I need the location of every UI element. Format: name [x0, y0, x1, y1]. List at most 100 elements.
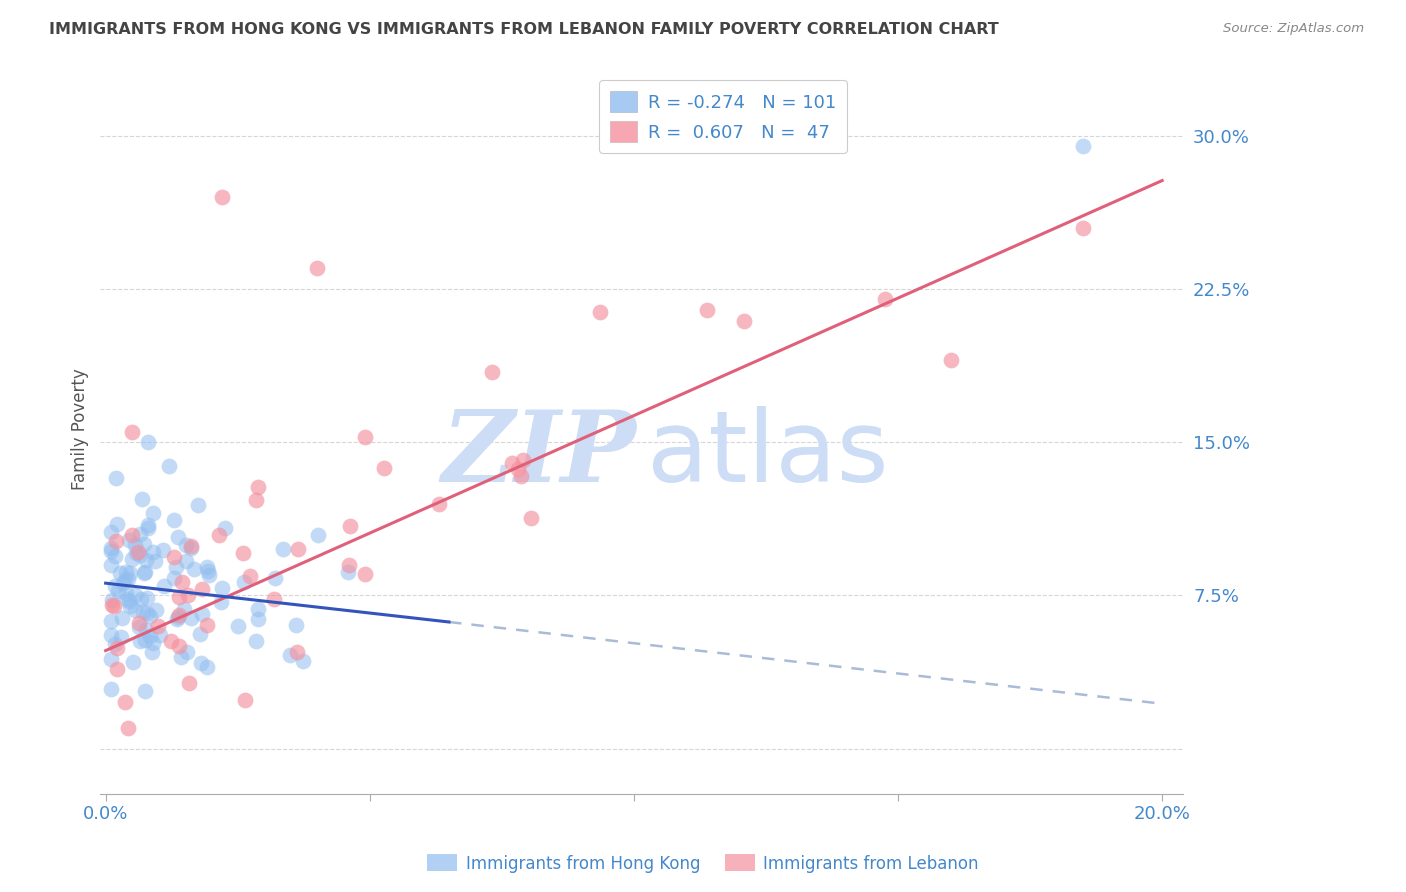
Point: [373, 460, 395, 475]
Point: [163, 571, 186, 585]
Point: [120, 599, 142, 613]
Point: [103, 549, 125, 564]
Point: [100, 558, 122, 572]
Point: [100, 682, 122, 697]
Point: [110, 631, 132, 645]
Point: [291, 654, 314, 668]
Point: [138, 517, 160, 532]
Point: [167, 610, 190, 624]
Point: [264, 571, 287, 585]
Point: [183, 562, 205, 576]
Point: [305, 261, 328, 276]
Point: [162, 513, 184, 527]
Point: [100, 614, 122, 628]
Point: [337, 558, 360, 572]
Point: [198, 568, 221, 582]
Point: [142, 636, 165, 650]
Point: [208, 527, 231, 541]
Point: [353, 430, 375, 444]
Point: [211, 581, 233, 595]
Point: [131, 491, 153, 506]
Point: [519, 511, 541, 525]
Point: [118, 593, 141, 607]
Point: [589, 305, 612, 319]
Point: [107, 584, 129, 599]
Point: [226, 619, 249, 633]
Point: [146, 619, 169, 633]
Point: [100, 541, 122, 555]
Point: [163, 549, 186, 564]
Point: [121, 425, 143, 439]
Point: [197, 564, 219, 578]
Point: [132, 536, 155, 550]
Point: [195, 617, 218, 632]
Point: [180, 541, 202, 555]
Point: [285, 644, 308, 658]
Point: [124, 538, 146, 552]
Point: [141, 506, 163, 520]
Point: [190, 582, 212, 597]
Point: [125, 546, 148, 560]
Point: [136, 521, 159, 535]
Point: [427, 497, 450, 511]
Point: [124, 588, 146, 602]
Point: [307, 527, 329, 541]
Point: [190, 657, 212, 671]
Point: [246, 602, 269, 616]
Point: [135, 606, 157, 620]
Point: [100, 544, 122, 558]
Point: [128, 526, 150, 541]
Point: [177, 676, 200, 690]
Legend: R = -0.274   N = 101, R =  0.607   N =  47: R = -0.274 N = 101, R = 0.607 N = 47: [599, 80, 846, 153]
Point: [211, 190, 233, 204]
Point: [105, 640, 128, 655]
Point: [121, 528, 143, 542]
Point: [104, 471, 127, 485]
Point: [111, 611, 134, 625]
Point: [118, 533, 141, 547]
Point: [129, 592, 152, 607]
Point: [170, 650, 193, 665]
Point: [114, 574, 136, 588]
Point: [148, 628, 170, 642]
Point: [100, 652, 122, 666]
Text: atlas: atlas: [647, 406, 889, 503]
Point: [115, 565, 138, 579]
Point: [169, 608, 191, 623]
Point: [104, 579, 127, 593]
Text: IMMIGRANTS FROM HONG KONG VS IMMIGRANTS FROM LEBANON FAMILY POVERTY CORRELATION : IMMIGRANTS FROM HONG KONG VS IMMIGRANTS …: [49, 22, 998, 37]
Point: [239, 568, 262, 582]
Legend: Immigrants from Hong Kong, Immigrants from Lebanon: Immigrants from Hong Kong, Immigrants fr…: [420, 847, 986, 880]
Point: [160, 633, 183, 648]
Point: [245, 633, 267, 648]
Point: [174, 554, 197, 568]
Point: [195, 660, 218, 674]
Point: [354, 566, 377, 581]
Point: [124, 603, 146, 617]
Point: [100, 628, 122, 642]
Point: [263, 591, 285, 606]
Point: [284, 618, 307, 632]
Point: [145, 603, 167, 617]
Point: [115, 592, 138, 607]
Point: [190, 607, 212, 622]
Point: [336, 565, 359, 579]
Point: [209, 595, 232, 609]
Point: [104, 636, 127, 650]
Point: [180, 611, 202, 625]
Point: [170, 575, 193, 590]
Point: [214, 521, 236, 535]
Point: [512, 452, 534, 467]
Point: [141, 645, 163, 659]
Point: [167, 590, 190, 604]
Point: [142, 545, 165, 559]
Text: ZIP: ZIP: [441, 406, 637, 503]
Point: [180, 539, 202, 553]
Point: [100, 524, 122, 539]
Point: [103, 599, 125, 613]
Point: [138, 629, 160, 643]
Point: [117, 572, 139, 586]
Point: [166, 530, 188, 544]
Point: [132, 605, 155, 619]
Point: [100, 592, 122, 607]
